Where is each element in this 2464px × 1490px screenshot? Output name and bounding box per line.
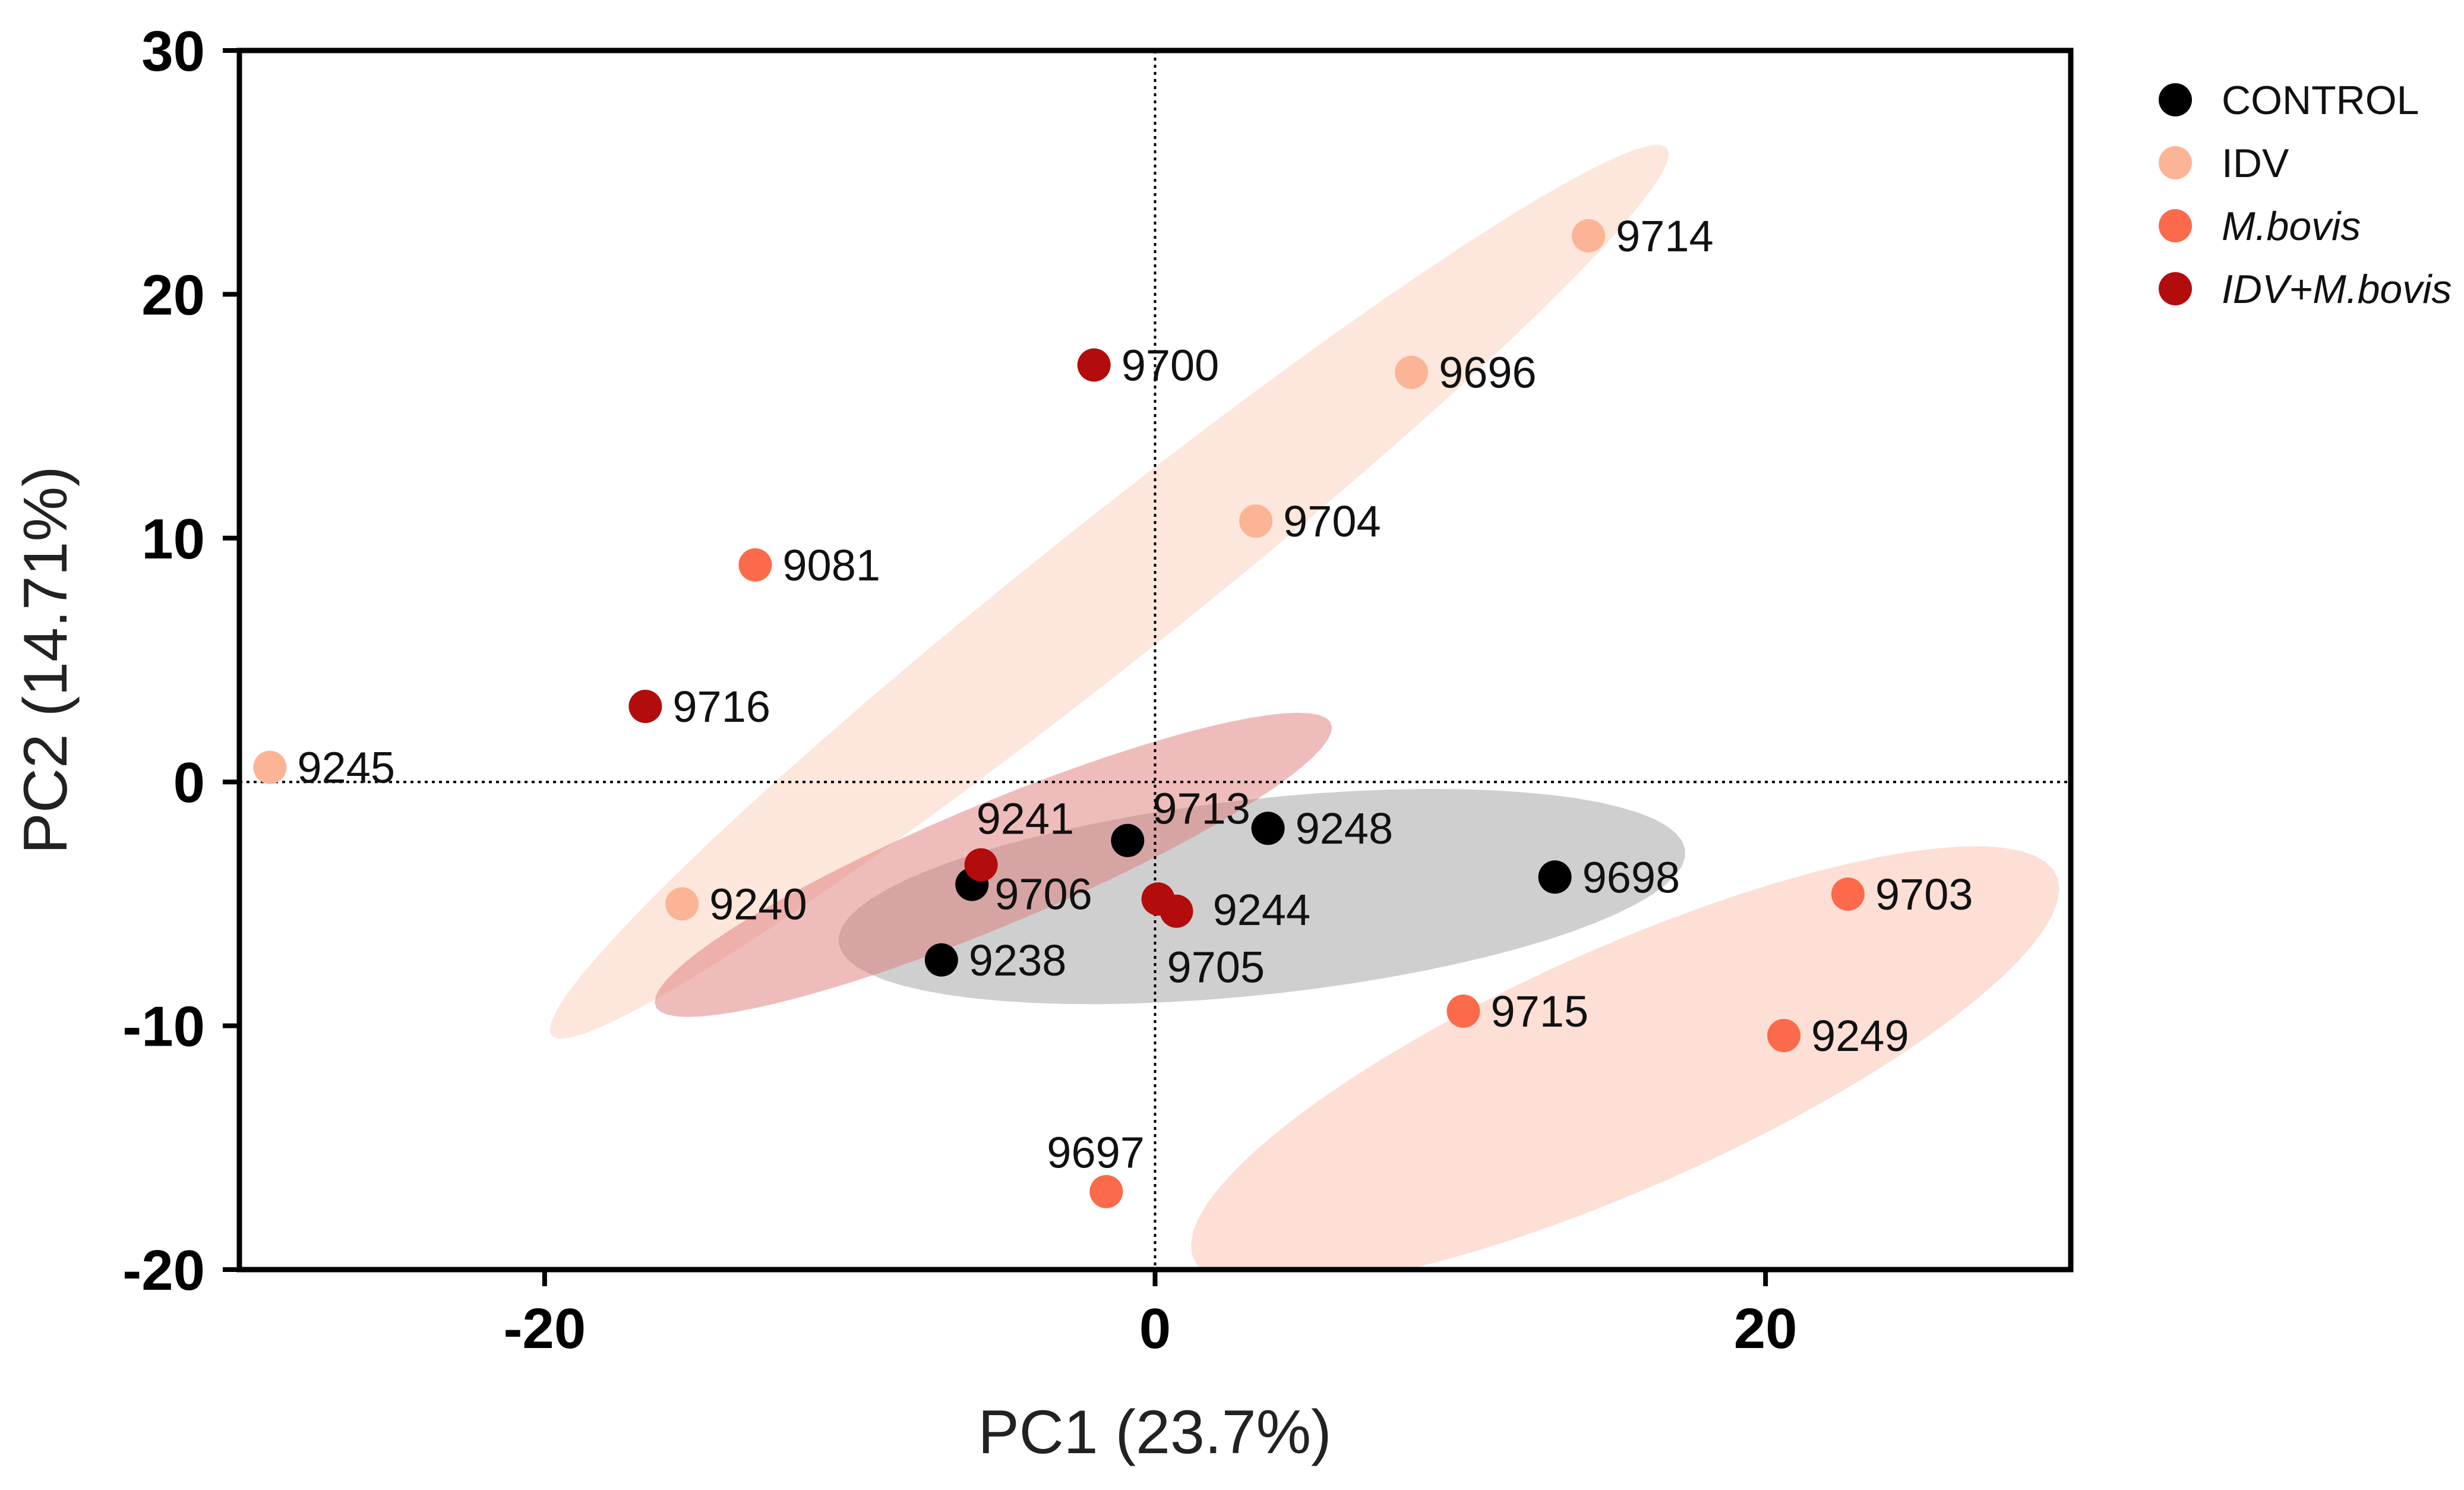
point-label-9696: 9696	[1439, 348, 1537, 397]
point-label-9249: 9249	[1811, 1011, 1909, 1060]
point-label-9081: 9081	[782, 541, 880, 590]
point-label-9705: 9705	[1167, 943, 1265, 992]
legend: CONTROL IDV M.bovis IDV+M.bovis	[2159, 78, 2452, 312]
legend-marker-idv-m-bovis	[2159, 272, 2192, 305]
point-9240	[665, 887, 699, 921]
point-9713	[1111, 823, 1145, 857]
legend-label-m-bovis: M.bovis	[2222, 204, 2361, 249]
point-9697	[1089, 1175, 1123, 1208]
confidence-ellipses	[549, 144, 2059, 1270]
legend-label-idv: IDV	[2222, 141, 2289, 186]
point-labels: 9713 9248 9698 9238 9706 9714 9696 9704 9245 9240…	[297, 211, 1973, 1178]
reference-lines	[239, 50, 2071, 1270]
y-axis-title: PC2 (14.71%)	[11, 466, 80, 854]
point-9241	[964, 848, 998, 882]
point-9698	[1538, 860, 1572, 894]
point-9245	[253, 750, 287, 784]
y-tick-label: -10	[122, 995, 205, 1059]
point-9716	[628, 690, 662, 723]
point-label-9713: 9713	[1152, 784, 1250, 834]
point-label-9248: 9248	[1296, 804, 1394, 853]
ellipse-idv	[549, 144, 1669, 1039]
x-tick-label: 0	[1139, 1297, 1171, 1360]
point-9703	[1831, 877, 1865, 911]
point-label-9715: 9715	[1491, 987, 1589, 1036]
point-9081	[738, 548, 772, 582]
legend-marker-m-bovis	[2159, 209, 2192, 242]
legend-label-control: CONTROL	[2222, 78, 2419, 123]
y-tick-label: 30	[141, 20, 205, 83]
point-label-9697: 9697	[1047, 1128, 1145, 1178]
y-tick-label: 10	[141, 507, 205, 571]
point-9704	[1239, 504, 1273, 538]
x-tick-label: -20	[503, 1297, 586, 1360]
x-tick-label: 20	[1734, 1297, 1798, 1360]
point-label-9238: 9238	[969, 936, 1067, 985]
point-label-9703: 9703	[1875, 870, 1973, 919]
ellipse-m-bovis	[1190, 846, 2059, 1270]
point-label-9716: 9716	[672, 682, 770, 731]
point-9249	[1767, 1019, 1800, 1052]
y-tick-label: 20	[141, 263, 205, 327]
point-9238	[924, 943, 958, 977]
x-axis-title: PC1 (23.7%)	[978, 1398, 1331, 1467]
legend-label-idv-m-bovis: IDV+M.bovis	[2222, 267, 2452, 312]
point-label-9698: 9698	[1582, 853, 1680, 902]
point-label-9700: 9700	[1122, 340, 1220, 390]
point-9715	[1446, 995, 1480, 1028]
y-tick-label: -20	[122, 1239, 205, 1302]
legend-marker-control	[2159, 83, 2192, 116]
point-9696	[1395, 355, 1429, 389]
point-9700	[1077, 348, 1111, 382]
x-axis-ticks: -20 0 20	[503, 1270, 1798, 1360]
point-9714	[1572, 219, 1606, 252]
y-axis-ticks: -20 -10 0 10 20 30	[122, 20, 239, 1302]
point-label-9245: 9245	[297, 743, 395, 793]
point-label-9244: 9244	[1213, 885, 1311, 935]
point-label-9706: 9706	[994, 870, 1092, 919]
data-points	[253, 219, 1865, 1208]
point-label-9704: 9704	[1283, 497, 1381, 546]
point-9248	[1251, 812, 1285, 845]
point-9705	[1160, 894, 1193, 928]
point-label-9714: 9714	[1616, 211, 1714, 261]
legend-marker-idv	[2159, 146, 2192, 179]
y-tick-label: 0	[173, 751, 205, 815]
point-label-9241: 9241	[977, 794, 1075, 844]
point-label-9240: 9240	[709, 879, 807, 929]
